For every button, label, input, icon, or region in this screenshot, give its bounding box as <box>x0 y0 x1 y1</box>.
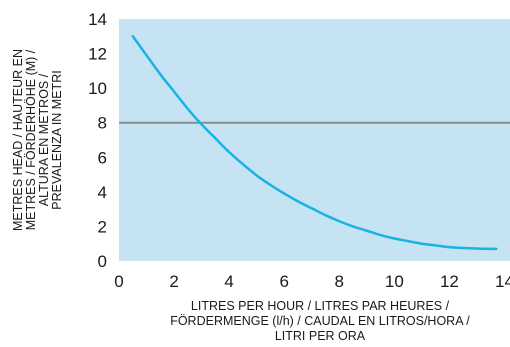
series-line <box>131 35 498 251</box>
y-tick-label: 2 <box>98 217 107 236</box>
y-tick-label: 14 <box>88 10 107 29</box>
y-axis-label-line: PREVALENZA IN METRI <box>50 70 64 209</box>
x-tick-label: 0 <box>114 272 123 291</box>
y-tick-label: 8 <box>98 114 107 133</box>
y-tick-label: 10 <box>88 79 107 98</box>
x-tick-label: 14 <box>495 272 510 291</box>
x-axis-label: LITRES PER HOUR / LITRES PAR HEURES / FÖ… <box>170 299 470 343</box>
y-axis-label: METRES HEAD / HAUTEUR EN METRES / FÖRDER… <box>11 49 64 231</box>
x-axis-label-line: LITRI PER ORA <box>275 329 366 343</box>
y-tick-label: 0 <box>98 252 107 271</box>
x-tick-label: 8 <box>335 272 344 291</box>
x-tick-label: 4 <box>224 272 233 291</box>
y-axis-label-line: METRES / FÖRDERHÖHE (M) / <box>24 49 38 230</box>
x-tick-label: 2 <box>169 272 178 291</box>
x-tick-label: 10 <box>385 272 404 291</box>
y-axis-label-line: METRES HEAD / HAUTEUR EN <box>11 49 25 231</box>
x-tick-label: 6 <box>279 272 288 291</box>
plot-area <box>119 19 510 261</box>
x-tick-label: 12 <box>440 272 459 291</box>
y-tick-label: 6 <box>98 148 107 167</box>
y-tick-label: 4 <box>98 183 107 202</box>
y-axis-label-line: ALTURA EN METROS / <box>37 73 51 206</box>
x-axis-label-line: FÖRDERMENGE (l/h) / CAUDAL EN LITROS/HOR… <box>170 314 470 328</box>
y-tick-label: 12 <box>88 45 107 64</box>
x-axis-label-line: LITRES PER HOUR / LITRES PAR HEURES / <box>191 299 450 313</box>
